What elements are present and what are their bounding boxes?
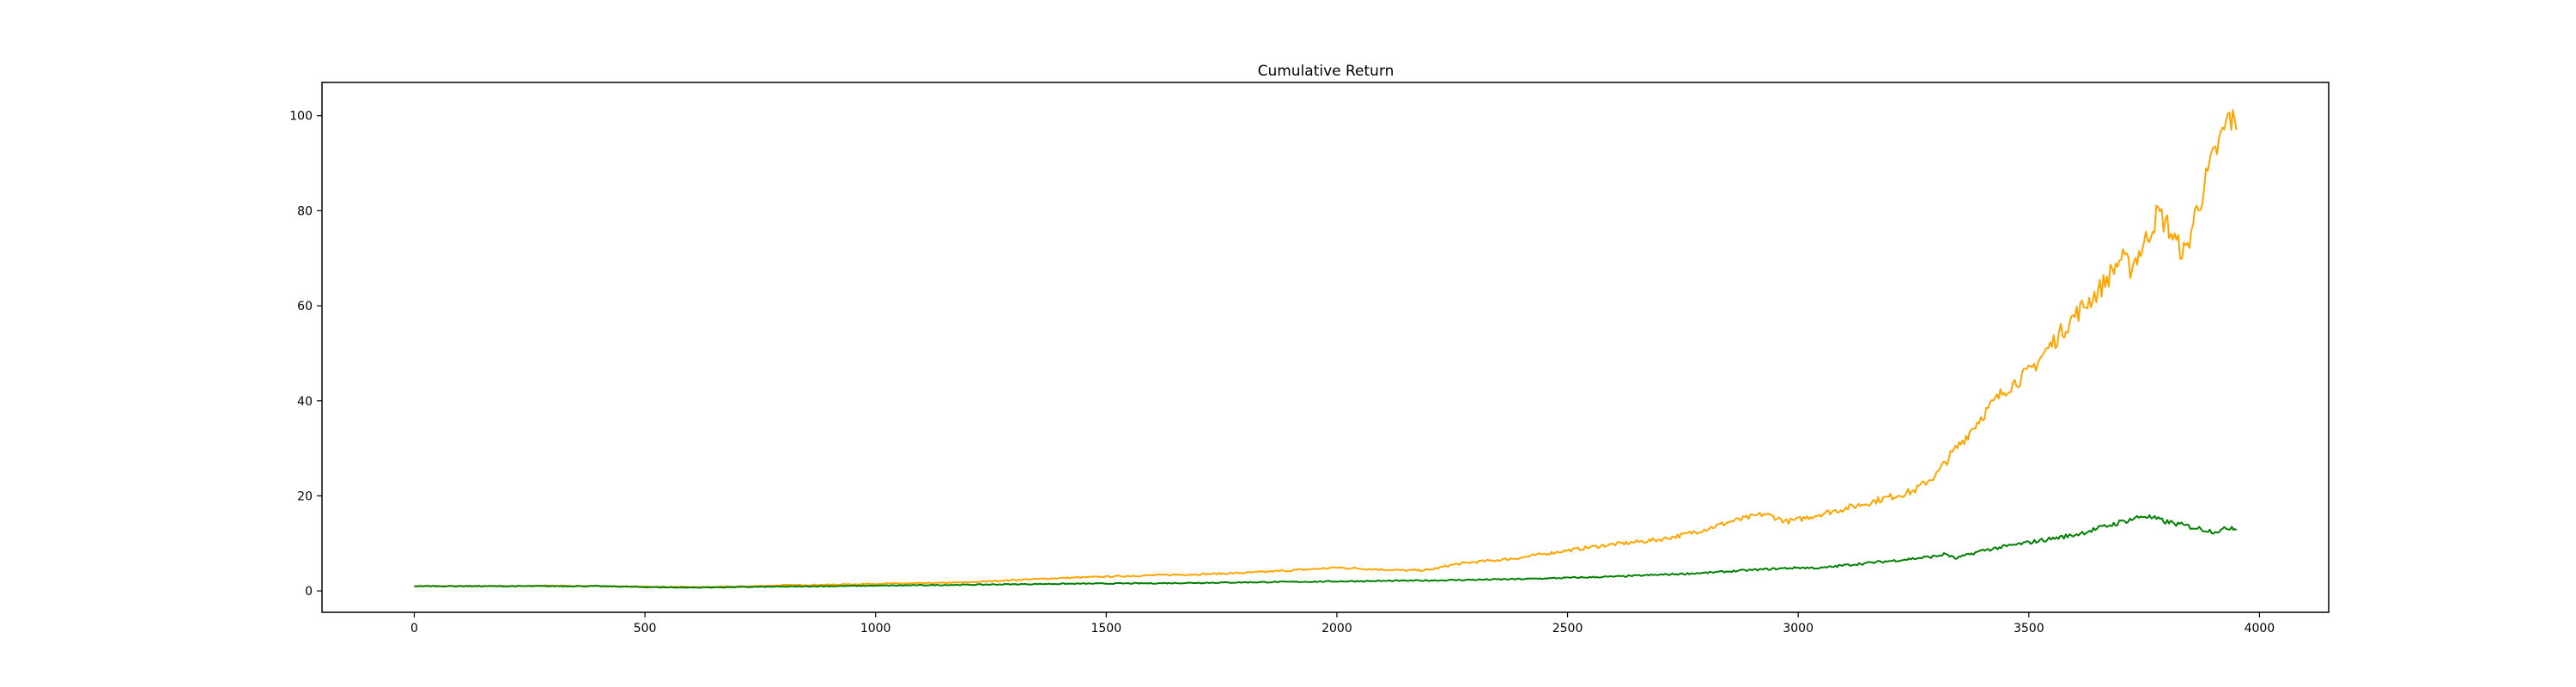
- plot-area: [414, 109, 2238, 589]
- y-tick-label: 0: [305, 585, 313, 599]
- series-line-1: [414, 109, 2238, 588]
- y-tick-label: 20: [297, 489, 313, 503]
- x-tick-label: 4000: [2245, 622, 2275, 635]
- series-line-2: [414, 514, 2238, 589]
- y-tick-label: 60: [297, 300, 313, 313]
- x-tick-label: 1500: [1091, 622, 1121, 635]
- y-tick-label: 80: [297, 204, 313, 218]
- y-tick-label: 40: [297, 395, 313, 409]
- x-tick-label: 0: [410, 622, 418, 635]
- x-tick-label: 2500: [1552, 622, 1583, 635]
- x-tick-label: 3500: [2014, 622, 2044, 635]
- x-tick-label: 3000: [1783, 622, 1814, 635]
- y-tick-label: 100: [289, 110, 313, 124]
- x-axis: 0 500 1000 1500 2000 2500 3000 3500 4000: [410, 612, 2275, 635]
- chart-title: Cumulative Return: [1258, 63, 1394, 80]
- x-tick-label: 2000: [1321, 622, 1352, 635]
- y-axis: 0 20 40 60 80 100: [289, 110, 322, 599]
- axes-frame: [321, 82, 2330, 613]
- x-tick-label: 500: [634, 622, 657, 635]
- x-tick-label: 1000: [860, 622, 891, 635]
